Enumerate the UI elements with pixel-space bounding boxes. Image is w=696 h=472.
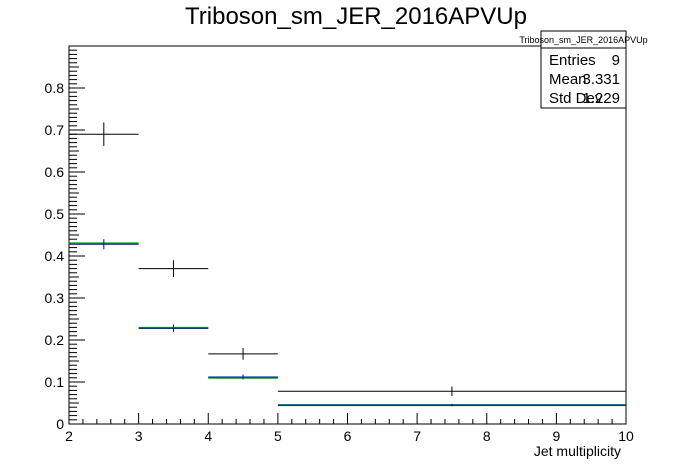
stats-box-body [540,47,627,109]
x-tick-label: 10 [618,428,634,444]
stats-box: Triboson_sm_JER_2016APVUp Entries 9 Mean… [519,30,648,109]
x-tick-label: 7 [413,428,421,444]
chart-title: Triboson_sm_JER_2016APVUp [185,3,527,30]
data-series [69,122,626,407]
stats-entries-label: Entries [549,52,596,69]
y-tick-label: 0.4 [45,248,65,264]
y-tick-label: 0 [56,416,64,432]
stats-mean-value: 3.331 [582,71,620,88]
x-tick-label: 8 [483,428,491,444]
stats-stddev-value: 1.229 [582,90,620,107]
x-tick-label: 2 [65,428,73,444]
y-tick-label: 0.8 [45,80,65,96]
series-2 [69,239,626,407]
stats-box-title: Triboson_sm_JER_2016APVUp [519,35,647,45]
series-0 [69,122,626,396]
x-axis: 2 3 4 5 6 7 8 9 10 [65,413,634,444]
series-1 [69,242,626,407]
x-axis-label: Jet multiplicity [534,443,621,459]
y-tick-label: 0.6 [45,164,65,180]
x-tick-label: 9 [552,428,560,444]
x-tick-label: 5 [274,428,282,444]
y-tick-label: 0.3 [45,290,65,306]
x-tick-label: 6 [344,428,352,444]
stats-entries-value: 9 [612,52,620,69]
x-tick-label: 4 [204,428,212,444]
y-axis: 0 0.1 0.2 0.3 0.4 0.5 0.6 0.7 0.8 [45,45,85,432]
x-tick-label: 3 [135,428,143,444]
stats-stddev-label: Std Dev [549,90,603,107]
y-tick-label: 0.7 [45,122,65,138]
y-tick-label: 0.1 [45,374,65,390]
stats-mean-label: Mean [549,71,587,88]
y-tick-label: 0.2 [45,332,65,348]
y-tick-label: 0.5 [45,206,65,222]
